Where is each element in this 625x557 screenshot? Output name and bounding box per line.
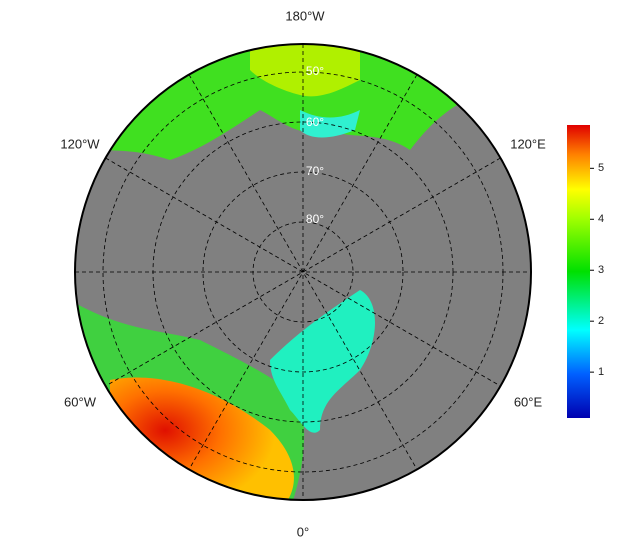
map-border <box>74 43 532 501</box>
longitude-label: 60°E <box>514 394 543 409</box>
longitude-label: 120°W <box>60 136 100 151</box>
latitude-label: 80° <box>306 212 324 226</box>
meridian <box>105 157 501 387</box>
latitude-label: 60° <box>306 115 324 129</box>
graticule <box>75 44 531 500</box>
longitude-label: 0° <box>297 524 309 539</box>
latitude-label: 70° <box>306 164 324 178</box>
colorbar-tick-label: 4 <box>598 213 604 225</box>
colorbar-tick-label: 1 <box>598 366 604 378</box>
longitude-label: 60°W <box>64 394 97 409</box>
longitude-label: 120°E <box>510 136 546 151</box>
colorbar-tick-label: 3 <box>598 264 604 276</box>
colorbar-tick-label: 2 <box>598 315 604 327</box>
latitude-label: 50° <box>306 64 324 78</box>
colorbar-tick-label: 5 <box>598 162 604 174</box>
colorbar <box>567 125 590 418</box>
longitude-label: 180°W <box>285 8 325 23</box>
